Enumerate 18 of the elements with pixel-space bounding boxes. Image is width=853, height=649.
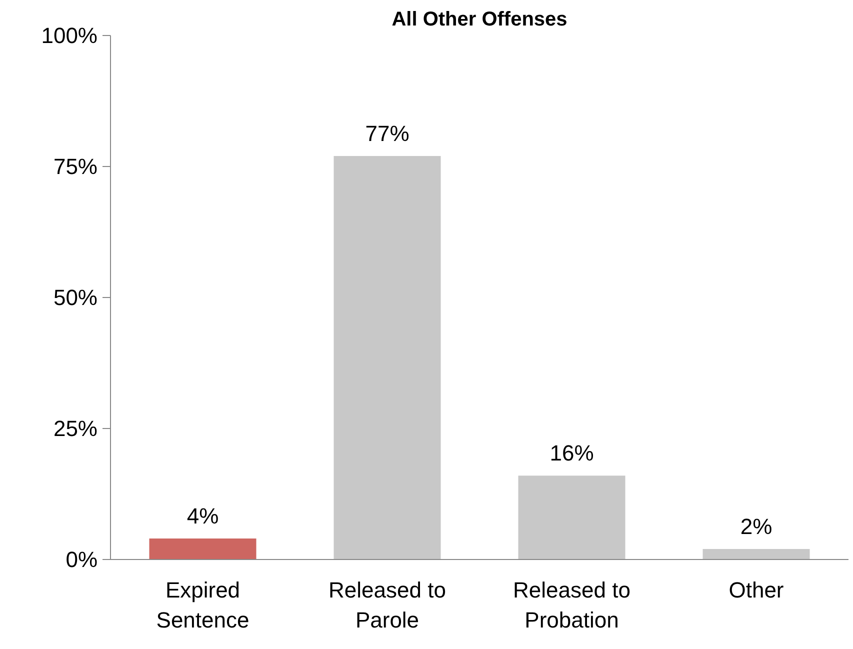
data-label: 4% <box>186 504 219 529</box>
y-tick-label: 50% <box>53 285 98 310</box>
bar <box>518 476 626 560</box>
y-tick-label: 100% <box>41 23 98 48</box>
bar <box>334 156 441 560</box>
data-label: 2% <box>740 514 772 540</box>
y-tick-label: 0% <box>66 547 98 572</box>
x-tick-label: Expired Sentence <box>156 578 250 632</box>
x-tick-label: Other <box>728 578 784 602</box>
x-tick-label: Released to Probation <box>513 578 630 632</box>
x-tick-label: Released to Parole <box>328 578 446 632</box>
data-label: 16% <box>550 440 594 466</box>
y-tick-label: 75% <box>53 154 98 179</box>
chart-title: All Other Offenses <box>392 8 568 30</box>
bar <box>149 538 256 560</box>
y-tick-label: 25% <box>53 416 98 441</box>
data-label: 77% <box>365 121 410 146</box>
bar <box>702 549 810 560</box>
